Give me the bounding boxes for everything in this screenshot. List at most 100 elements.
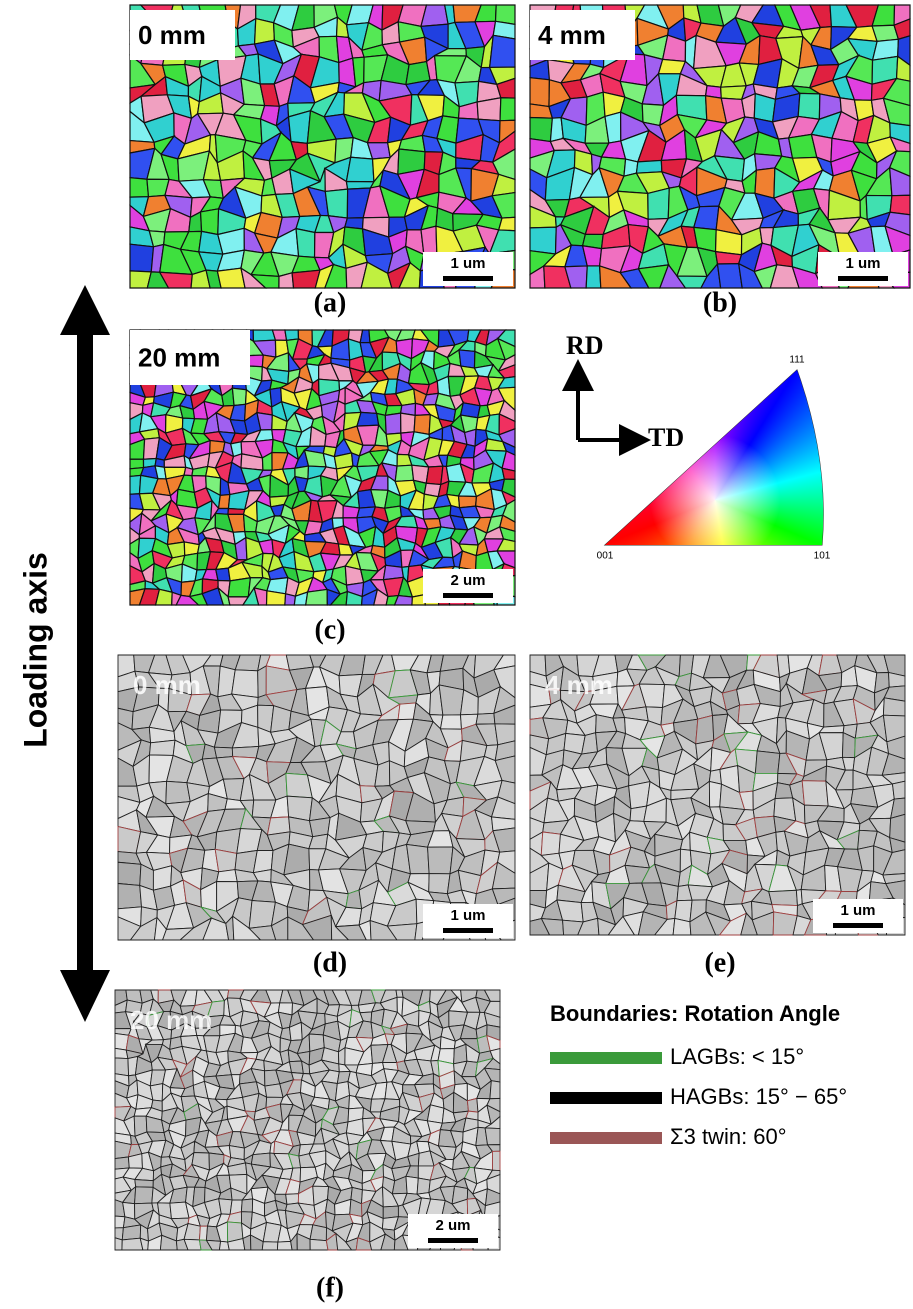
scale-bar	[838, 276, 888, 281]
grain	[285, 594, 296, 605]
legend-entry: Σ3 twin: 60°	[670, 1124, 787, 1149]
grain	[296, 229, 315, 258]
scale-bar-label: 2 um	[450, 572, 485, 589]
grain	[289, 1061, 303, 1073]
scale-bar-label: 2 um	[435, 1217, 470, 1234]
page: 0 mm1 um(a)4 mm1 um(b)20 mm2 um(c)0 mm1 …	[0, 0, 913, 1309]
micrograph: 4 mm1 um	[530, 5, 910, 288]
grain	[150, 740, 175, 755]
micrograph: 0 mm 1 um	[130, 5, 515, 288]
grain	[346, 157, 374, 181]
grain	[241, 1199, 252, 1212]
ipf-label: 101	[814, 551, 831, 562]
grain	[385, 413, 401, 434]
panel-caption: (d)	[313, 947, 347, 978]
grain	[490, 35, 515, 67]
grain	[253, 330, 275, 341]
grain	[802, 781, 828, 806]
grain	[476, 713, 495, 724]
grain	[310, 1239, 328, 1250]
grain	[232, 746, 259, 758]
grain	[636, 160, 661, 173]
grain	[421, 226, 437, 255]
grain	[235, 655, 260, 671]
panel-tag: 0 mm	[138, 20, 206, 50]
grain	[530, 117, 552, 141]
grain	[122, 1225, 140, 1240]
grain	[406, 1176, 418, 1194]
ipf-label: 111	[789, 355, 805, 366]
scale-bar	[443, 928, 493, 933]
panel-tag: 20 mm	[130, 1005, 212, 1035]
legend-entry: LAGBs: < 15°	[670, 1044, 804, 1069]
micrograph: 4 mm 1 um	[530, 655, 905, 935]
grain	[262, 1242, 278, 1250]
grain	[395, 465, 413, 481]
axis-label: Loading axis	[17, 552, 53, 748]
grain	[490, 1081, 500, 1099]
grain	[401, 413, 416, 433]
grain	[357, 412, 379, 426]
grain	[228, 578, 250, 597]
scale-bar	[443, 593, 493, 598]
grain	[417, 1178, 430, 1194]
grain	[892, 781, 905, 799]
grain	[135, 1187, 154, 1204]
grain	[309, 818, 330, 837]
grain	[467, 1098, 478, 1112]
rd-label: RD	[566, 331, 604, 360]
grain	[499, 217, 515, 230]
grain	[217, 870, 238, 882]
grain	[407, 844, 430, 873]
panel-caption: (e)	[704, 947, 735, 978]
grain	[428, 847, 453, 874]
grain	[648, 188, 669, 219]
grain	[122, 1238, 143, 1250]
panel-caption: (b)	[703, 287, 737, 318]
grain	[492, 1151, 500, 1170]
grain	[306, 589, 328, 605]
figure: 0 mm1 um(a)4 mm1 um(b)20 mm2 um(c)0 mm1 …	[0, 0, 913, 1309]
grain	[310, 1225, 326, 1241]
grain	[716, 230, 742, 255]
panel-caption: (a)	[314, 287, 347, 318]
grain	[754, 94, 775, 122]
grain	[135, 1179, 154, 1187]
scale-bar-label: 1 um	[840, 902, 875, 919]
grain	[883, 698, 905, 716]
scale-bar-label: 1 um	[450, 907, 485, 924]
axis-arrow-head	[60, 285, 110, 335]
scale-bar-label: 1 um	[450, 255, 485, 272]
grain	[214, 747, 232, 758]
grain	[115, 1157, 129, 1169]
grain	[426, 466, 443, 484]
grain	[459, 350, 475, 368]
panel-caption: (f)	[316, 1272, 344, 1303]
micrograph: 0 mm1 um	[118, 655, 515, 940]
grain	[217, 268, 245, 288]
grain	[586, 266, 601, 288]
grain	[530, 227, 556, 254]
grain	[166, 781, 190, 803]
scale-bar	[833, 923, 883, 928]
grain	[118, 862, 141, 885]
grain	[755, 751, 780, 774]
grain	[272, 330, 286, 340]
grain	[440, 715, 461, 729]
grain	[118, 883, 141, 908]
legend-entry: HAGBs: 15° − 65°	[670, 1084, 847, 1109]
grain	[267, 591, 286, 605]
grain	[232, 670, 258, 698]
grain	[215, 849, 237, 871]
grain	[798, 93, 820, 119]
grain	[115, 1058, 129, 1076]
panel-tag: 4 mm	[545, 670, 613, 700]
grain	[130, 244, 154, 272]
td-label: TD	[648, 423, 684, 452]
micrograph: 20 mm2 um	[130, 330, 515, 605]
grain	[429, 874, 450, 894]
grain	[485, 1128, 500, 1145]
grain	[395, 596, 413, 605]
grain	[439, 685, 464, 715]
panel-caption: (c)	[314, 614, 345, 645]
